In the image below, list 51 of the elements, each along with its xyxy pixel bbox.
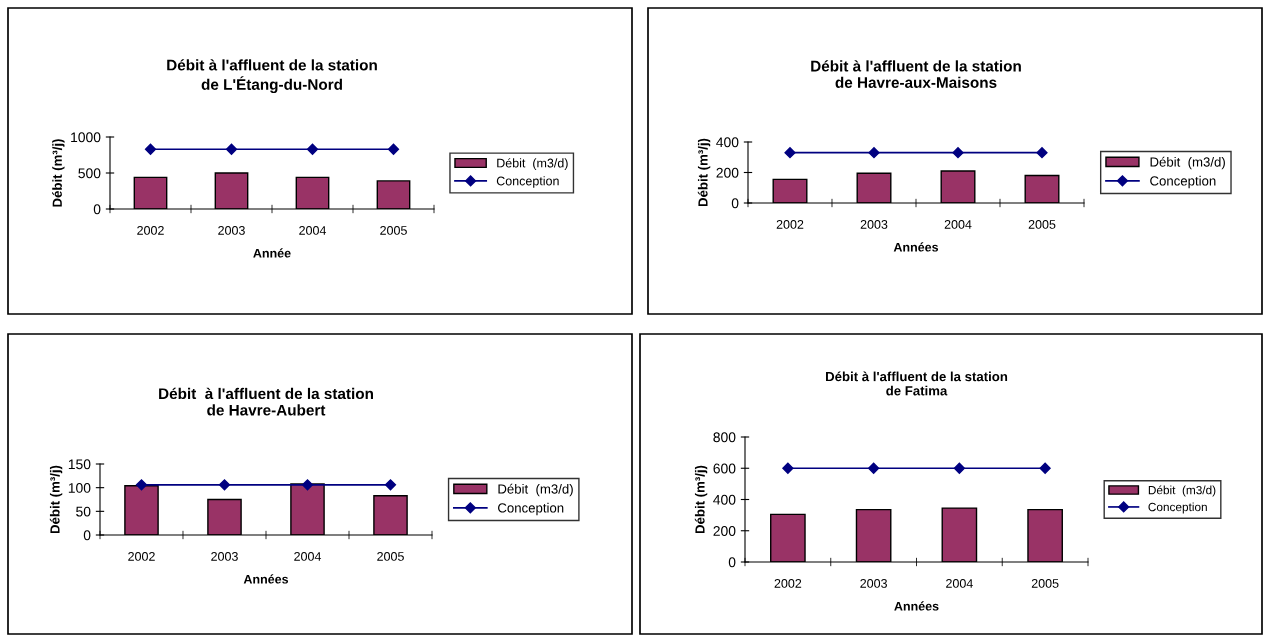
y-tick-label: 500 [78, 168, 101, 179]
chart-title: Débit à l'affluent de la station de L'Étang-du-Nord [167, 59, 377, 94]
legend-label: Conception [1150, 175, 1216, 189]
x-axis-title: Années [894, 601, 939, 611]
x-tick-label: 2003 [218, 226, 245, 235]
x-tick-label: 2003 [211, 552, 238, 561]
y-tick-label: 200 [713, 526, 736, 536]
y-tick-label: 100 [68, 483, 91, 493]
y-tick-label: 200 [716, 167, 739, 178]
y-tick-label: 0 [728, 557, 736, 568]
legend-label: Débit (m3/d) [498, 483, 573, 497]
legend-label: Débit (m3/d) [497, 158, 568, 170]
x-tick-label: 2002 [774, 579, 802, 588]
x-tick-label: 2003 [860, 579, 887, 588]
legend-label: Débit (m3/d) [1148, 485, 1216, 497]
x-tick-label: 2002 [128, 552, 155, 561]
chart-title: Débit à l'affluent de la station de Havre-aux-Maisons [811, 60, 1021, 88]
x-tick-label: 2005 [380, 226, 407, 235]
y-axis-title: Débit (m³/j) [694, 465, 708, 534]
y-tick-label: 800 [713, 432, 736, 443]
x-tick-label: 2004 [944, 220, 972, 229]
x-tick-label: 2004 [946, 579, 973, 588]
x-tick-label: 2005 [377, 552, 404, 561]
y-tick-label: 400 [716, 137, 739, 148]
y-axis-title: Débit (m³/j) [49, 465, 63, 534]
x-tick-label: 2003 [860, 220, 888, 229]
x-axis-title: Années [243, 574, 289, 584]
chart-title: Débit à l'affluent de la station de Fatima [826, 371, 1008, 396]
x-axis-title: Année [253, 248, 291, 258]
y-tick-label: 400 [713, 494, 736, 505]
legend-label: Débit (m3/d) [1150, 156, 1225, 170]
x-tick-label: 2004 [294, 552, 322, 561]
y-axis-title: Débit (m³/j) [52, 139, 65, 207]
y-tick-label: 50 [76, 506, 91, 517]
x-tick-label: 2002 [776, 220, 804, 229]
legend-label: Conception [496, 176, 559, 188]
chart-title: Débit à l'affluent de la station de Havre-Aubert [159, 387, 373, 416]
y-axis-title: Débit (m³/j) [697, 138, 711, 207]
y-tick-label: 0 [93, 204, 101, 215]
x-axis-title: Années [893, 242, 939, 252]
x-tick-label: 2005 [1031, 579, 1059, 588]
x-tick-label: 2002 [137, 226, 164, 235]
legend-label: Conception [498, 502, 564, 516]
x-tick-label: 2004 [299, 226, 327, 235]
legend-label: Conception [1148, 502, 1207, 514]
y-tick-label: 150 [68, 459, 91, 470]
y-tick-label: 1000 [71, 132, 101, 143]
x-tick-label: 2005 [1028, 220, 1056, 229]
y-tick-label: 600 [713, 463, 736, 474]
y-tick-label: 0 [731, 198, 739, 209]
y-tick-label: 0 [83, 530, 91, 541]
